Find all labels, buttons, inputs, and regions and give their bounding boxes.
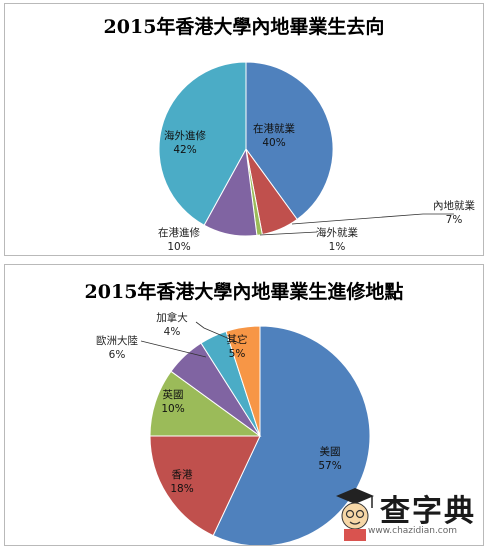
chart-title: 2015年香港大學內地畢業生進修地點 <box>84 281 404 303</box>
chart-title: 2015年香港大學內地畢業生去向 <box>103 16 385 38</box>
slice-value-label: 18% <box>170 483 193 495</box>
slice-value-label: 10% <box>167 241 190 253</box>
slice-value-label: 42% <box>173 144 196 156</box>
leader-line <box>195 321 240 344</box>
chart-panel-study-location: 2015年香港大學內地畢業生進修地點 美國 57% 香港 18% 英國 10% 歐洲大陸 6%… <box>4 264 484 546</box>
slice-category-label: 在港進修 <box>158 226 200 239</box>
slice-category-label: 內地就業 <box>433 199 475 212</box>
pie-slice <box>212 325 371 545</box>
slice-category-label: 海外進修 <box>164 129 206 142</box>
slice-category-label: 其它 <box>227 333 248 346</box>
watermark-text: 查字典 <box>380 494 476 529</box>
study-location-pie-chart: 美國 57% 香港 18% 英國 10% 歐洲大陸 6% 加拿大 4% 其它 5% <box>96 311 371 545</box>
slice-category-label: 美國 <box>320 445 341 458</box>
mascot-icon <box>336 488 374 541</box>
slice-category-label: 英國 <box>163 388 184 401</box>
slice-value-label: 10% <box>161 403 184 415</box>
pie-slice <box>225 325 261 437</box>
pie-slice <box>245 61 334 221</box>
leader-line <box>291 213 454 225</box>
slice-category-label: 加拿大 <box>156 311 188 324</box>
watermark-url: www.chazidian.com <box>368 526 458 536</box>
slice-value-label: 5% <box>229 348 246 360</box>
chart-panel-destination: 2015年香港大學內地畢業生去向 在港就業 40% 內地就業 7% 海外就業 1% 在港進修… <box>4 3 484 256</box>
slice-category-label: 在港就業 <box>253 122 295 135</box>
slice-value-label: 1% <box>329 241 346 253</box>
slice-category-label: 海外就業 <box>316 226 358 239</box>
slice-value-label: 7% <box>446 214 463 226</box>
destination-pie-chart: 在港就業 40% 內地就業 7% 海外就業 1% 在港進修 10% 海外進修 42% <box>158 61 475 253</box>
slice-category-label: 歐洲大陸 <box>96 334 138 347</box>
slice-value-label: 40% <box>262 137 285 149</box>
slice-value-label: 4% <box>164 326 181 338</box>
site-watermark: 查字典 www.chazidian.com <box>332 482 482 544</box>
leader-line <box>259 231 318 236</box>
slice-category-label: 香港 <box>172 469 193 481</box>
leader-line <box>140 340 207 358</box>
slice-value-label: 6% <box>109 349 126 361</box>
pie-slice <box>158 61 247 226</box>
slice-value-label: 57% <box>318 460 341 472</box>
pie-slice <box>149 435 261 537</box>
